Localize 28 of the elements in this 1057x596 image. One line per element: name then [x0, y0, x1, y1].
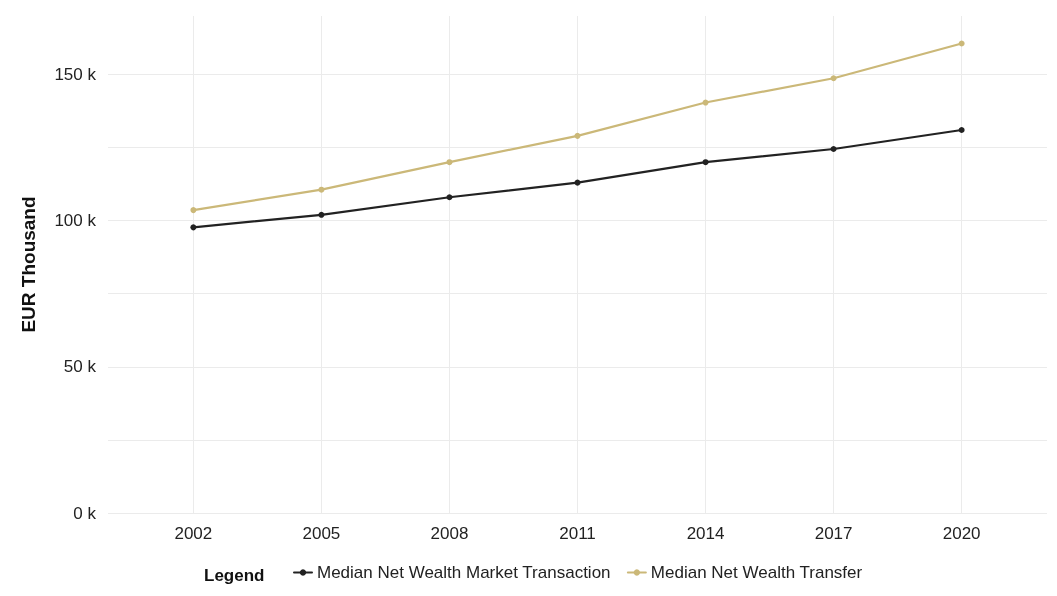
x-tick-label: 2008 [430, 524, 469, 543]
x-tick-label: 2017 [814, 524, 853, 543]
y-tick-label: 150 k [54, 64, 97, 84]
y-tick-label: 0 k [73, 503, 97, 523]
y-tick-label: 50 k [63, 357, 97, 377]
point [190, 207, 197, 214]
point [830, 146, 837, 153]
x-tick-label: 2014 [686, 524, 725, 543]
legend-title: Legend [204, 566, 265, 585]
point [702, 99, 709, 106]
point [318, 211, 325, 218]
point [702, 159, 709, 166]
point [318, 186, 325, 193]
legend-label: Median Net Wealth Market Transaction [317, 563, 611, 582]
y-tick-label: 100 k [54, 211, 97, 231]
x-tick-label: 2002 [174, 524, 213, 543]
point [446, 159, 453, 166]
point [830, 75, 837, 82]
point [190, 224, 197, 231]
point [958, 40, 965, 47]
point [574, 132, 581, 139]
point [446, 194, 453, 201]
x-tick-label: 2005 [302, 524, 341, 543]
x-tick-label: 2011 [559, 524, 596, 543]
y-axis-title: EUR Thousand [18, 196, 39, 333]
point [958, 127, 965, 134]
x-tick-label: 2020 [942, 524, 981, 543]
legend-label: Median Net Wealth Transfer [650, 563, 863, 582]
